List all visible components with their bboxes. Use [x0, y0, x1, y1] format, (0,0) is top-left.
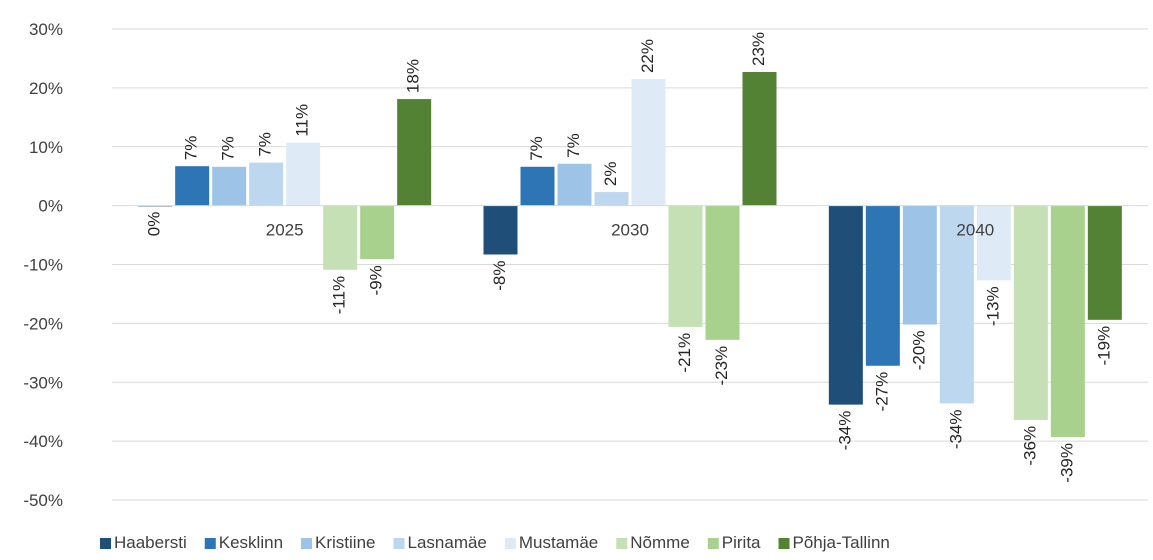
legend-swatch: [204, 538, 216, 549]
bar-pirita-2040: [1050, 205, 1085, 438]
legend-swatch: [100, 538, 111, 549]
legend-swatch: [707, 538, 719, 549]
bar-n-mme-2025: [323, 205, 358, 270]
bar-kesklinn-2030: [520, 166, 555, 206]
bar-p-hja-tallinn-2025: [397, 99, 432, 206]
data-label: -23%: [712, 346, 731, 386]
legend-label: Kesklinn: [219, 533, 283, 552]
bar-lasnam-e-2040: [939, 205, 974, 404]
legend-item: Põhja-Tallinn: [778, 533, 890, 552]
bar-kesklinn-2040: [865, 205, 900, 366]
legend-label: Haabersti: [114, 533, 187, 552]
data-label: 7%: [256, 132, 275, 157]
bar-n-mme-2030: [668, 205, 703, 327]
data-label: 22%: [638, 39, 657, 73]
y-tick-label: -30%: [23, 373, 63, 392]
bar-mustam-e-2040: [976, 205, 1011, 281]
bars-layer: [138, 71, 1122, 438]
bar-kesklinn-2025: [175, 166, 210, 206]
data-label: -34%: [835, 411, 854, 451]
data-label: -36%: [1020, 426, 1039, 466]
category-label: 2040: [956, 221, 994, 240]
y-axis: 30% 20% 10% 0% -10% -20% -30% -40% -50%: [23, 20, 63, 510]
y-tick-label: 0%: [38, 197, 63, 216]
legend-item: Lasnamäe: [393, 533, 487, 552]
legend-swatch: [393, 538, 405, 549]
y-tick-label: 20%: [29, 79, 63, 98]
data-label: 7%: [182, 136, 201, 161]
y-tick-label: 10%: [29, 138, 63, 157]
bar-p-hja-tallinn-2030: [742, 71, 777, 206]
legend-swatch: [504, 538, 516, 549]
bar-mustam-e-2030: [631, 79, 666, 206]
y-tick-label: 30%: [29, 20, 63, 39]
legend-item: Kesklinn: [204, 533, 283, 552]
legend-item: Kristiine: [301, 533, 376, 552]
data-label: -13%: [983, 286, 1002, 326]
data-label: 11%: [293, 104, 312, 137]
bar-pirita-2030: [705, 205, 740, 340]
data-label: 23%: [749, 32, 768, 66]
bar-lasnam-e-2025: [249, 162, 284, 206]
category-labels: 2025 2030 2040: [266, 221, 994, 240]
data-label: -34%: [946, 409, 965, 449]
category-label: 2025: [266, 221, 304, 240]
bar-lasnam-e-2030: [594, 192, 629, 206]
data-label: -19%: [1094, 326, 1113, 366]
data-label: 18%: [404, 59, 423, 93]
bar-kristiine-2030: [557, 163, 592, 206]
legend-label: Kristiine: [315, 533, 375, 552]
bar-mustam-e-2025: [286, 142, 321, 206]
y-tick-label: -40%: [23, 432, 63, 451]
data-label: -9%: [367, 265, 386, 295]
bar-haabersti-2040: [828, 205, 863, 405]
bar-n-mme-2040: [1013, 205, 1048, 420]
y-tick-label: -50%: [23, 491, 63, 510]
data-label: -27%: [872, 372, 891, 412]
legend-label: Lasnamäe: [408, 533, 487, 552]
data-label: 2%: [601, 162, 620, 187]
data-labels: 0% -8% -34% 7% 7% -27% 7% 7% -20% 7% 2% -34% 11% 22% -…: [145, 32, 1114, 483]
data-label: -11%: [330, 276, 349, 314]
data-label: 7%: [527, 136, 546, 161]
bar-p-hja-tallinn-2040: [1087, 205, 1122, 320]
legend-swatch: [616, 538, 628, 549]
bar-haabersti-2030: [483, 205, 518, 255]
grid-layer: [112, 28, 1148, 501]
category-label: 2030: [611, 221, 649, 240]
data-label: 7%: [219, 136, 238, 161]
legend-label: Pirita: [722, 533, 761, 552]
legend-item: Nõmme: [616, 533, 690, 552]
legend: Haabersti Kesklinn Kristiine Lasnamäe Mustam…: [100, 533, 890, 552]
legend-swatch: [778, 538, 790, 549]
data-label: 0%: [145, 212, 164, 237]
bar-kristiine-2040: [902, 205, 937, 325]
legend-item: Haabersti: [100, 533, 187, 552]
legend-swatch: [301, 538, 313, 549]
data-label: -21%: [675, 333, 694, 373]
data-label: -8%: [490, 260, 509, 290]
legend-item: Mustamäe: [504, 533, 598, 552]
legend-label: Nõmme: [630, 533, 690, 552]
y-tick-label: -20%: [23, 314, 63, 333]
bar-pirita-2025: [360, 205, 395, 260]
data-label: 7%: [564, 133, 583, 158]
bar-kristiine-2025: [212, 166, 247, 206]
data-label: -39%: [1057, 443, 1076, 483]
y-tick-label: -10%: [23, 256, 63, 275]
legend-label: Mustamäe: [519, 533, 598, 552]
data-label: -20%: [909, 331, 928, 371]
legend-label: Põhja-Tallinn: [793, 533, 890, 552]
legend-item: Pirita: [707, 533, 761, 552]
